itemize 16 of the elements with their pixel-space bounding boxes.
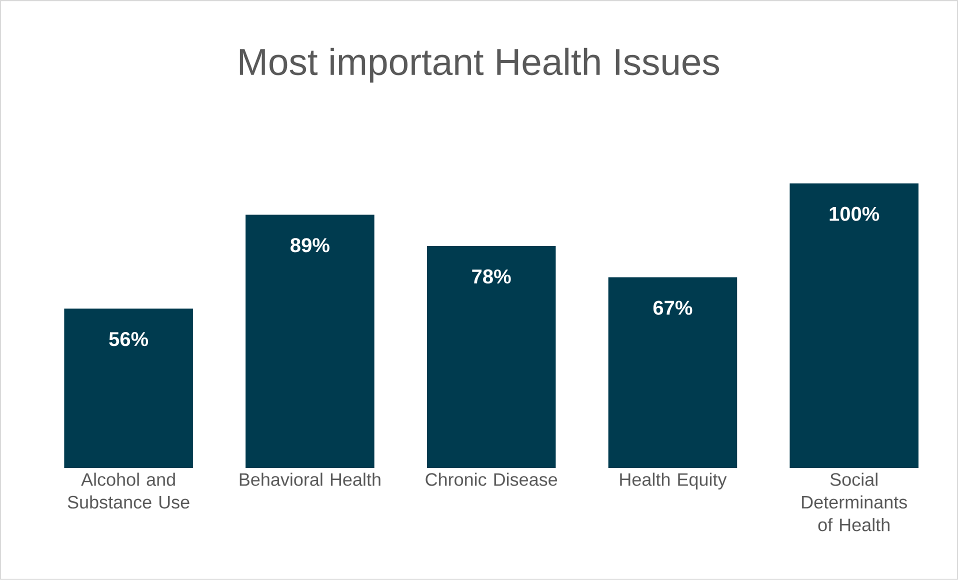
x-tick-label: Alcohol and Substance Use bbox=[68, 472, 190, 509]
chart-title: Most important Health Issues bbox=[240, 48, 720, 83]
bar bbox=[426, 246, 556, 468]
bar bbox=[246, 214, 374, 468]
data-label: 56% bbox=[109, 332, 148, 346]
bar bbox=[64, 308, 193, 468]
bar bbox=[790, 183, 918, 468]
x-tick-label: Chronic Disease bbox=[426, 472, 558, 486]
data-label: 89% bbox=[290, 238, 330, 252]
bar bbox=[608, 277, 738, 468]
x-tick-label: Social Determinants of Health bbox=[802, 472, 907, 532]
x-tick-label: Health Equity bbox=[620, 472, 727, 490]
data-label: 100% bbox=[830, 206, 880, 221]
data-label: 67% bbox=[653, 300, 692, 315]
data-label: 78% bbox=[472, 269, 511, 284]
x-tick-label: Behavioral Health bbox=[240, 472, 380, 486]
